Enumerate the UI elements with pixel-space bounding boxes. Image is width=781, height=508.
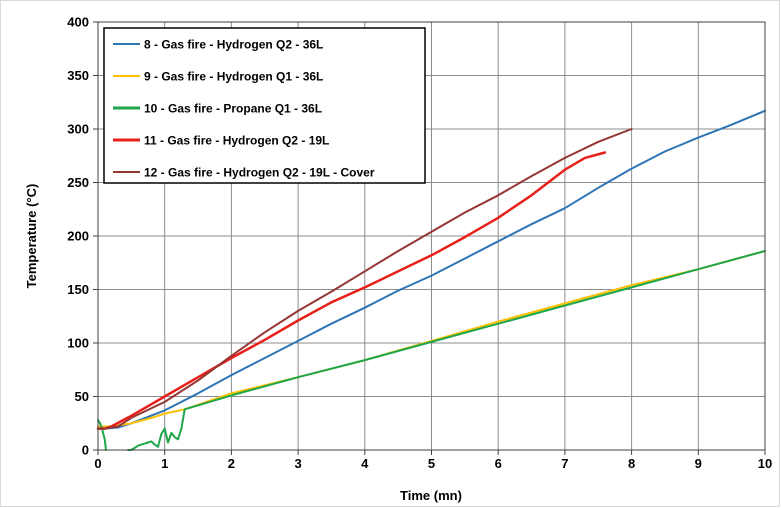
series-line-5 [97,128,633,430]
series-line-3 [127,250,766,451]
x-tick-label: 0 [94,456,101,471]
y-axis-title: Temperature (°C) [24,184,39,289]
x-tick-label: 10 [758,456,772,471]
y-tick-label: 350 [67,68,89,83]
x-tick-label: 7 [561,456,568,471]
x-tick-label: 4 [361,456,369,471]
y-tick-label: 50 [75,389,89,404]
x-tick-label: 8 [628,456,635,471]
plot-area-border [97,21,766,451]
series-lines [96,109,766,451]
x-tick-label: 5 [428,456,435,471]
y-tick-label: 250 [67,175,89,190]
series-line-1 [97,109,766,430]
legend: 8 - Gas fire - Hydrogen Q2 - 36L 9 - Gas … [103,27,426,184]
legend-label: 11 - Gas fire - Hydrogen Q2 - 19L [144,134,329,148]
x-tick-label: 3 [294,456,301,471]
legend-box [103,27,426,184]
x-axis-title: Time (mn) [400,488,462,503]
y-tick-label: 300 [67,122,89,137]
y-tick-label: 400 [67,15,89,30]
x-tick-label: 9 [695,456,702,471]
legend-label: 12 - Gas fire - Hydrogen Q2 - 19L - Cove… [144,166,375,180]
y-tick-label: 150 [67,282,89,297]
x-tick-label: 2 [228,456,235,471]
legend-label: 9 - Gas fire - Hydrogen Q1 - 36L [144,70,323,84]
x-tick-label: 1 [161,456,168,471]
y-tick-label: 100 [67,336,89,351]
y-tick-label: 0 [82,443,89,458]
legend-label: 8 - Gas fire - Hydrogen Q2 - 36L [144,38,323,52]
y-tick-label: 200 [67,229,89,244]
x-tick-label: 6 [495,456,502,471]
series-line-4 [96,151,607,430]
legend-label: 10 - Gas fire - Propane Q1 - 36L [144,102,322,116]
